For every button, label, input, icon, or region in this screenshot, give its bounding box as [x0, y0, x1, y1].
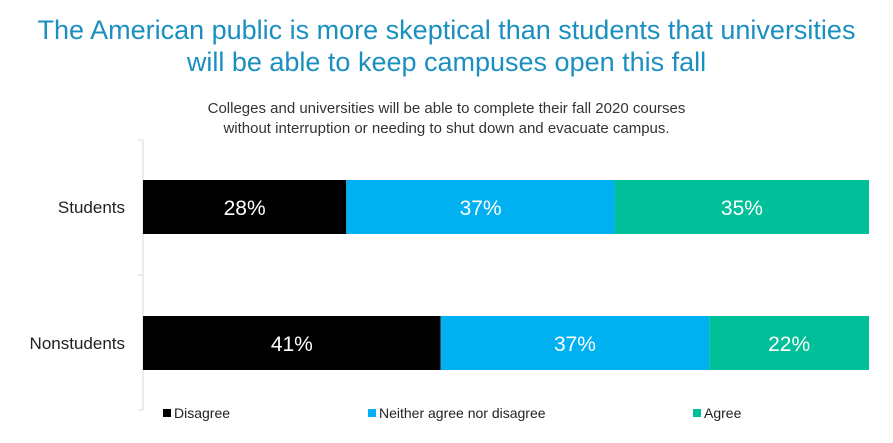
- data-label-students-1: 37%: [460, 197, 502, 220]
- chart-subtitle-line-1: Colleges and universities will be able t…: [207, 100, 686, 117]
- legend-label-disagree: Disagree: [174, 405, 231, 421]
- legend-label-neither: Neither agree nor disagree: [379, 405, 546, 421]
- bar-nonstudents-1: [440, 316, 710, 370]
- category-label-students: Students: [58, 198, 125, 217]
- legend-swatch-agree: [693, 409, 701, 417]
- data-label-students-2: 35%: [721, 197, 763, 220]
- chart-title-line-1: The American public is more skeptical th…: [37, 15, 856, 45]
- legend-item-agree: Agree: [693, 405, 741, 421]
- bar-students-2: [614, 180, 869, 234]
- bar-students-1: [346, 180, 615, 234]
- bar-nonstudents-2: [709, 316, 869, 370]
- bar-nonstudents-0: [143, 316, 441, 370]
- legend-item-disagree: Disagree: [163, 405, 230, 421]
- data-label-nonstudents-2: 22%: [768, 333, 810, 356]
- legend-swatch-neither: [368, 409, 376, 417]
- chart-title: The American public is more skeptical th…: [0, 14, 893, 78]
- data-label-nonstudents-1: 37%: [554, 333, 596, 356]
- data-label-students-0: 28%: [224, 197, 266, 220]
- data-label-nonstudents-0: 41%: [271, 333, 313, 356]
- chart-subtitle-line-2: without interruption or needing to shut …: [223, 120, 670, 137]
- chart-title-line-2: will be able to keep campuses open this …: [186, 47, 707, 77]
- bar-students-0: [143, 180, 347, 234]
- chart-subtitle: Colleges and universities will be able t…: [0, 99, 893, 139]
- category-label-nonstudents: Nonstudents: [30, 334, 125, 353]
- legend-item-neither: Neither agree nor disagree: [368, 405, 546, 421]
- legend-swatch-disagree: [163, 409, 171, 417]
- legend-label-agree: Agree: [704, 405, 742, 421]
